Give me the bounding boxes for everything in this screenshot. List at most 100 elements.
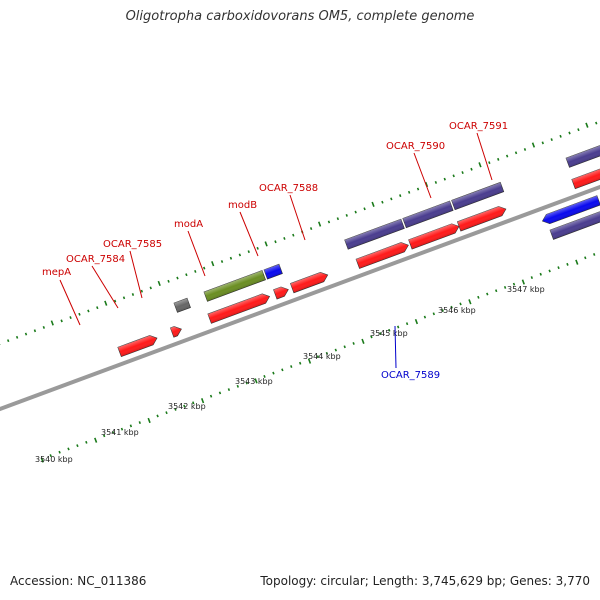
reverse-tick — [67, 447, 70, 451]
gene-label-moda[interactable]: modA — [174, 219, 203, 230]
forward-tick — [317, 221, 322, 227]
reverse-tick — [316, 355, 320, 359]
reverse-tick — [165, 411, 168, 415]
gene-label-modb[interactable]: modB — [228, 200, 257, 211]
forward-tick — [381, 200, 384, 204]
forward-tick — [131, 293, 135, 296]
reverse-tick — [307, 358, 312, 364]
reverse-tick — [58, 450, 61, 454]
reverse-tick — [209, 394, 213, 398]
forward-tick — [523, 148, 527, 151]
reverse-tick — [245, 381, 248, 385]
reverse-tick — [218, 391, 222, 395]
reverse-tick — [49, 454, 52, 457]
forward-tick — [514, 151, 518, 155]
forward-tick — [176, 276, 179, 280]
cds-purple-shade — [565, 133, 600, 168]
feature-layer — [117, 133, 600, 358]
forward-tick — [60, 319, 63, 323]
reverse-tick — [370, 335, 373, 339]
forward-tick — [42, 326, 46, 329]
gene-label-ocar_7591[interactable]: OCAR_7591 — [449, 121, 508, 132]
genome-summary-text: Topology: circular; Length: 3,745,629 bp… — [260, 574, 590, 588]
forward-tick — [470, 167, 473, 171]
gene-label-mepa[interactable]: mepA — [42, 267, 71, 278]
cds-blue-reverse-shade — [542, 195, 600, 224]
forward-tick — [140, 289, 144, 293]
forward-tick — [363, 207, 366, 211]
forward-tick — [559, 134, 562, 138]
genome-backbone — [0, 80, 600, 432]
map-title: Oligotropha carboxidovorans OM5, complet… — [125, 9, 475, 24]
forward-tick — [568, 131, 571, 135]
reverse-tick — [111, 431, 115, 434]
reverse-tick — [94, 437, 98, 443]
gene-label-leader — [187, 230, 206, 277]
gene-label-leader — [91, 265, 119, 309]
reverse-tick — [129, 424, 133, 428]
reverse-tick — [200, 398, 205, 404]
gene-label-ocar_7588[interactable]: OCAR_7588 — [259, 183, 318, 194]
forward-tick — [185, 273, 188, 277]
forward-tick — [541, 141, 544, 145]
reverse-tick — [450, 305, 453, 309]
forward-tick — [238, 253, 242, 257]
forward-tick — [595, 121, 598, 125]
forward-tick — [399, 194, 402, 198]
forward-tick — [488, 161, 491, 165]
reverse-tick — [334, 348, 337, 352]
reverse-tick — [396, 325, 400, 329]
forward-tick — [354, 210, 357, 214]
forward-tick — [264, 241, 268, 247]
reverse-tick — [147, 417, 151, 424]
kbp-label: 3546 kbp — [438, 306, 476, 315]
accession-text: Accession: NC_011386 — [10, 574, 147, 588]
cds-blue-shade — [263, 264, 283, 280]
reverse-tick — [343, 345, 346, 349]
reverse-tick — [236, 384, 239, 388]
forward-tick — [78, 312, 81, 316]
reverse-tick — [156, 414, 159, 418]
forward-tick — [194, 269, 197, 273]
forward-tick — [96, 306, 99, 310]
reverse-tick — [325, 351, 329, 355]
kbp-label: 3542 kbp — [168, 402, 206, 411]
reverse-tick — [254, 378, 258, 384]
forward-tick — [283, 237, 286, 240]
reverse-tick — [566, 262, 569, 266]
gene-label-ocar_7589[interactable]: OCAR_7589 — [381, 370, 440, 381]
forward-tick — [33, 329, 37, 333]
forward-tick — [203, 266, 206, 270]
gene-label-leader — [289, 194, 306, 241]
forward-tick — [309, 227, 313, 231]
cds-red-shade — [290, 272, 328, 293]
forward-tick — [434, 180, 438, 184]
forward-tick — [531, 142, 536, 148]
cds-red-shade — [207, 293, 270, 324]
reverse-tick — [459, 302, 462, 306]
cds-purple-shade — [451, 182, 504, 210]
reverse-tick — [486, 292, 489, 296]
gene-label-leader — [476, 132, 493, 181]
reverse-tick — [85, 440, 88, 444]
forward-tick — [416, 187, 420, 191]
gene-label-ocar_7584[interactable]: OCAR_7584 — [66, 254, 125, 265]
forward-tick — [247, 250, 250, 254]
gene-label-ocar_7585[interactable]: OCAR_7585 — [103, 239, 162, 250]
reverse-tick — [584, 256, 587, 260]
forward-tick — [550, 138, 553, 142]
cds-purple-shade — [549, 209, 600, 240]
cds-red-shade — [356, 242, 409, 269]
reverse-tick — [441, 309, 444, 312]
forward-tick — [274, 240, 277, 244]
reverse-tick — [40, 457, 44, 463]
forward-tick — [256, 246, 259, 250]
gene-label-ocar_7590[interactable]: OCAR_7590 — [386, 141, 445, 152]
forward-tick — [220, 260, 224, 263]
reverse-tick — [575, 259, 579, 265]
forward-tick — [292, 233, 295, 237]
gene-label-leader — [413, 152, 432, 199]
gene-label-leader — [129, 250, 143, 299]
forward-tick — [327, 220, 331, 224]
